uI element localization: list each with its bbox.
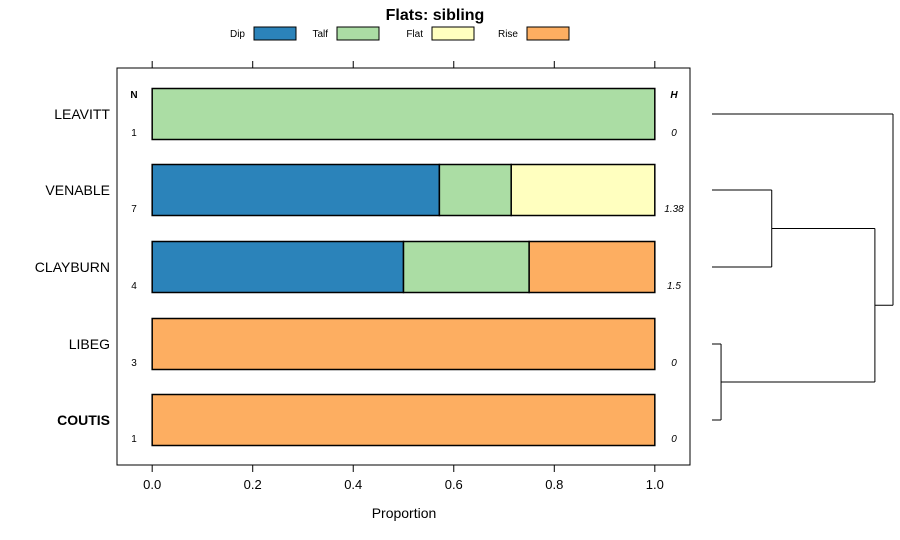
bar-clayburn-rise (528, 240, 656, 294)
axis-top (151, 61, 656, 68)
x-tick-label-5: 1.0 (646, 477, 664, 492)
n-value-leavitt: 1 (131, 128, 137, 139)
x-tick-label-2: 0.4 (344, 477, 362, 492)
h-value-venable: 1.38 (664, 204, 684, 215)
x-tick-label-1: 0.2 (244, 477, 262, 492)
bar-clayburn-talf (402, 240, 530, 294)
n-value-coutis: 1 (131, 434, 137, 445)
legend-swatch-talf (336, 26, 380, 41)
h-value-leavitt: 0 (671, 128, 677, 139)
x-tick-label-0: 0.0 (143, 477, 161, 492)
n-value-clayburn: 4 (131, 281, 137, 292)
legend: Dip Talf Flat Rise (230, 26, 570, 41)
dendrogram (712, 113, 894, 421)
bar-venable-flat (510, 163, 656, 217)
row-label-leavitt: LEAVITT (54, 106, 110, 122)
h-value-clayburn: 1.5 (667, 281, 681, 292)
row-label-clayburn: CLAYBURN (35, 259, 110, 275)
n-value-libeg: 3 (131, 358, 137, 369)
plot-frame (116, 67, 691, 466)
h-value-libeg: 0 (671, 358, 677, 369)
bar-clayburn-dip (151, 240, 405, 294)
row-label-libeg: LIBEG (69, 336, 110, 352)
bar-venable-dip (151, 163, 441, 217)
axis-bottom: 0.0 0.2 0.4 0.6 0.8 1.0 (143, 465, 664, 492)
x-tick-label-4: 0.8 (545, 477, 563, 492)
legend-label-talf: Talf (312, 29, 328, 40)
x-tick-label-3: 0.6 (445, 477, 463, 492)
legend-label-flat: Flat (406, 29, 423, 40)
n-value-venable: 7 (131, 204, 137, 215)
bar-libeg-rise (151, 317, 656, 371)
n-labels: N 1 7 4 3 1 (130, 90, 137, 445)
h-header: H (670, 90, 678, 101)
bar-coutis-rise (151, 393, 656, 447)
chart-title: Flats: sibling (386, 7, 485, 24)
h-value-coutis: 0 (671, 434, 677, 445)
row-label-venable: VENABLE (45, 182, 110, 198)
legend-label-rise: Rise (498, 29, 518, 40)
x-axis-label: Proportion (372, 505, 437, 521)
legend-label-dip: Dip (230, 29, 245, 40)
legend-swatch-dip (253, 26, 297, 41)
bar-leavitt-talf (151, 87, 656, 141)
legend-swatch-rise (526, 26, 570, 41)
row-label-coutis: COUTIS (57, 412, 110, 428)
legend-swatch-flat (431, 26, 475, 41)
h-labels: H 0 1.38 1.5 0 0 (664, 90, 684, 445)
row-labels: LEAVITT VENABLE CLAYBURN LIBEG COUTIS (35, 106, 111, 428)
bar-venable-talf (438, 163, 512, 217)
n-header: N (130, 90, 137, 101)
bars-layer (151, 87, 656, 447)
